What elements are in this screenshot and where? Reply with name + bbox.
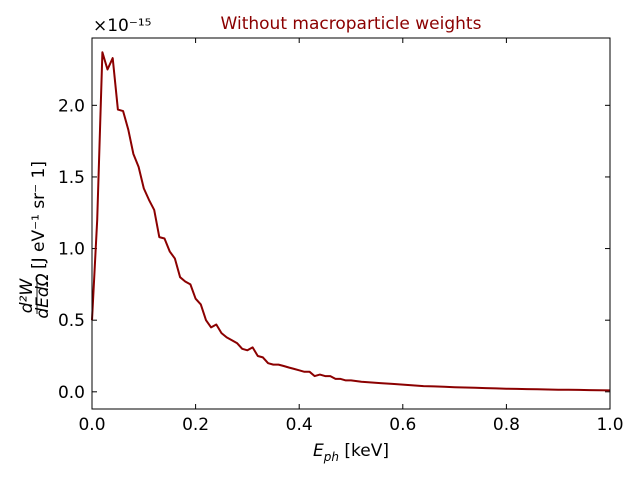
y-tick-label: 0.0 [58, 383, 85, 403]
y-label-unit: [J eV⁻¹ sr⁻ 1] [29, 161, 49, 269]
y-offset-text: ×10⁻¹⁵ [93, 16, 151, 36]
y-tick-label: 1.5 [58, 168, 85, 188]
x-tick-label: 1.0 [596, 415, 623, 435]
x-tick-label: 0.4 [286, 415, 313, 435]
chart-title: Without macroparticle weights [221, 14, 482, 34]
y-label-numerator: d²W [17, 278, 37, 314]
x-tick-label: 0.6 [389, 415, 416, 435]
x-tick-label: 0.8 [493, 415, 520, 435]
plot-frame [91, 37, 611, 410]
y-axis-label: d²W dEdΩ [J eV⁻¹ sr⁻ 1] [17, 161, 53, 319]
y-tick-label: 0.5 [58, 311, 85, 331]
y-tick-label: 2.0 [58, 96, 85, 116]
x-tick-label: 0.2 [182, 415, 209, 435]
y-label-denominator: dEdΩ [33, 273, 53, 318]
x-tick-label: 0.0 [78, 415, 105, 435]
x-ticks: 0.0 0.2 0.4 0.6 0.8 1.0 [78, 38, 624, 435]
x-axis-label: Eph [keV] [313, 441, 389, 464]
data-line [91, 51, 611, 392]
y-ticks: 0.0 0.5 1.0 1.5 2.0 [58, 96, 610, 403]
y-tick-label: 1.0 [58, 240, 85, 260]
